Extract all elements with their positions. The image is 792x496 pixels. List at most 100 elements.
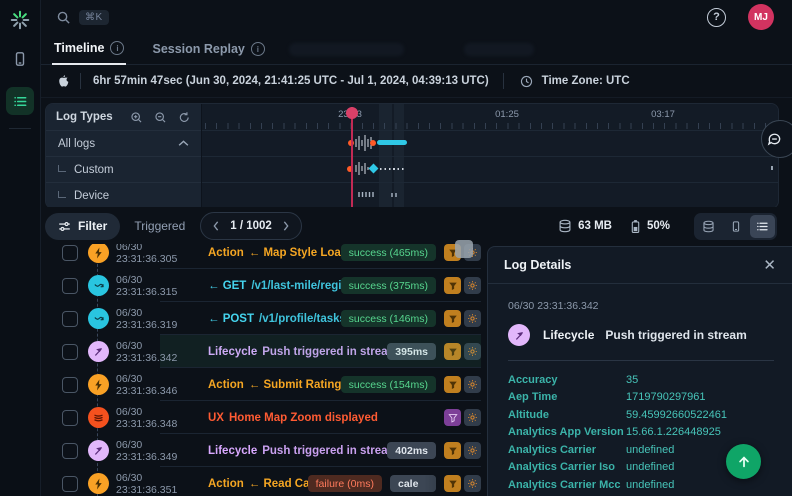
next-page-button[interactable] xyxy=(282,221,290,231)
tab-timeline[interactable]: Timeline i xyxy=(52,33,127,65)
row-checkbox[interactable] xyxy=(62,277,78,294)
filter-by-log-button[interactable] xyxy=(444,343,461,360)
log-title: UX Home Map Zoom displayed xyxy=(208,411,378,424)
timeline-panel: 23:33 01:25 03:17 xyxy=(45,103,779,209)
details-log-type: Lifecycle xyxy=(543,328,595,342)
triggered-label: Triggered xyxy=(134,219,186,233)
status-badge: failure (0ms) xyxy=(307,475,382,492)
log-time: 06/30 23:31:36.351 xyxy=(116,471,178,496)
scroll-to-top-button[interactable] xyxy=(726,444,761,479)
storage-icon xyxy=(559,219,571,233)
log-row[interactable]: 06/30 23:31:36.351 Action← Read Calendar… xyxy=(40,467,487,496)
highlight-button[interactable] xyxy=(464,409,481,426)
close-icon[interactable]: ✕ xyxy=(763,256,776,274)
action-icon xyxy=(88,242,109,263)
log-type-label: Device xyxy=(74,189,110,202)
zoom-in-button[interactable] xyxy=(130,111,143,124)
sidebar-item-devices[interactable] xyxy=(6,45,34,73)
filter-button[interactable]: Filter xyxy=(45,212,121,240)
info-icon[interactable]: i xyxy=(110,41,125,55)
log-title: Action ← Submit Rating xyxy=(208,378,341,391)
log-row[interactable]: 06/30 23:31:36.319 ← POST/v1/profile/tas… xyxy=(40,302,487,335)
row-checkbox[interactable] xyxy=(62,376,78,393)
log-types-column: Log Types xyxy=(46,104,202,208)
log-type-label: All logs xyxy=(58,137,96,150)
battery-stat: 50% xyxy=(630,219,670,234)
row-checkbox[interactable] xyxy=(62,475,78,492)
lifecycle-icon xyxy=(508,324,530,346)
feedback-chat-button[interactable] xyxy=(761,120,792,158)
playhead-handle[interactable] xyxy=(346,107,358,119)
log-type-custom[interactable]: Custom xyxy=(46,156,201,182)
apple-icon xyxy=(56,74,70,89)
view-list-button[interactable] xyxy=(750,214,775,238)
view-device-button[interactable] xyxy=(723,215,748,238)
tab-session-replay-label: Session Replay xyxy=(152,42,245,56)
row-checkbox[interactable] xyxy=(62,244,78,261)
network-icon xyxy=(88,275,109,296)
filter-label: Filter xyxy=(78,219,108,233)
highlight-button[interactable] xyxy=(464,376,481,393)
log-row[interactable]: 06/30 23:31:36.348 UX Home Map Zoom displ… xyxy=(40,401,487,434)
avatar[interactable]: MJ xyxy=(748,4,774,30)
global-search[interactable]: ⌘K xyxy=(56,9,109,25)
prev-page-button[interactable] xyxy=(212,221,220,231)
row-checkbox[interactable] xyxy=(62,343,78,360)
content-area: 06/30 23:31:36.305 Action ← Map Style Loa… xyxy=(40,236,792,496)
log-list: 06/30 23:31:36.305 Action ← Map Style Loa… xyxy=(40,236,487,496)
playhead[interactable] xyxy=(351,107,353,208)
log-time: 06/30 23:31:36.346 xyxy=(116,372,178,397)
log-type-all-logs[interactable]: All logs xyxy=(46,130,201,156)
time-axis xyxy=(205,123,774,129)
session-info-bar: 6hr 57min 47sec (Jun 30, 2024, 21:41:25 … xyxy=(40,65,792,98)
status-badge: success (375ms) xyxy=(340,277,436,294)
timeline-canvas[interactable]: 23:33 01:25 03:17 xyxy=(201,104,778,208)
highlight-button[interactable] xyxy=(464,442,481,459)
view-storage-button[interactable] xyxy=(696,215,721,238)
tab-session-replay[interactable]: Session Replay i xyxy=(152,34,265,64)
log-density-sparkline xyxy=(391,193,397,197)
filter-by-log-button[interactable] xyxy=(444,376,461,393)
log-row-selected[interactable]: 06/30 23:31:36.342 Lifecycle Push trigger… xyxy=(40,335,487,368)
row-checkbox[interactable] xyxy=(62,310,78,327)
tab-bar: Timeline i Session Replay i xyxy=(40,34,792,65)
search-shortcut: ⌘K xyxy=(79,9,109,25)
details-title: Log Details xyxy=(504,258,572,272)
chevron-up-icon[interactable] xyxy=(178,140,189,147)
info-icon[interactable]: i xyxy=(250,42,265,56)
log-type-device[interactable]: Device xyxy=(46,182,201,208)
filter-by-log-button[interactable] xyxy=(444,475,461,492)
log-row[interactable]: 06/30 23:31:36.346 Action ← Submit Rating… xyxy=(40,368,487,401)
event-diamond xyxy=(368,163,379,174)
redacted-text xyxy=(288,42,404,56)
help-button[interactable]: ? xyxy=(707,7,726,27)
log-type-label: Custom xyxy=(74,163,114,176)
filter-by-log-button[interactable] xyxy=(444,277,461,294)
highlight-button[interactable] xyxy=(464,277,481,294)
reset-zoom-button[interactable] xyxy=(178,111,191,124)
details-timestamp: 06/30 23:31:36.342 xyxy=(508,300,599,312)
brand-logo-icon[interactable] xyxy=(9,9,31,31)
highlight-button[interactable] xyxy=(464,310,481,327)
status-badge: success (154ms) xyxy=(340,376,436,393)
duration-badge: 395ms xyxy=(387,343,436,360)
property-row: Altitude 59.45992660522461 xyxy=(508,408,727,421)
row-checkbox[interactable] xyxy=(62,442,78,459)
row-checkbox[interactable] xyxy=(62,409,78,426)
filter-by-log-button[interactable] xyxy=(444,310,461,327)
status-badge: success (146ms) xyxy=(340,310,436,327)
log-row[interactable]: 06/30 23:31:36.349 Lifecycle Push trigger… xyxy=(40,434,487,467)
filter-by-log-button[interactable] xyxy=(444,409,461,426)
pagination: 1 / 1002 xyxy=(200,212,302,240)
filter-by-log-button[interactable] xyxy=(444,442,461,459)
highlight-button[interactable] xyxy=(464,343,481,360)
property-row: Analytics Carrier Mcc undefined xyxy=(508,478,675,491)
sidebar-divider xyxy=(9,128,31,129)
sidebar-item-session-timeline[interactable] xyxy=(6,87,34,115)
zoom-out-button[interactable] xyxy=(154,111,167,124)
log-row[interactable]: 06/30 23:31:36.315 ← GET/v1/last-mile/re… xyxy=(40,269,487,302)
time-tick: 01:25 xyxy=(495,109,519,120)
timezone-label: Time Zone: UTC xyxy=(541,75,630,87)
highlight-button[interactable] xyxy=(464,475,481,492)
